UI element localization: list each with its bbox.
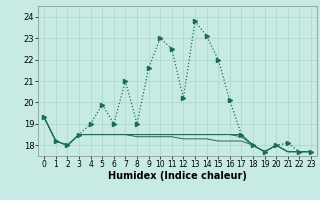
X-axis label: Humidex (Indice chaleur): Humidex (Indice chaleur) — [108, 171, 247, 181]
